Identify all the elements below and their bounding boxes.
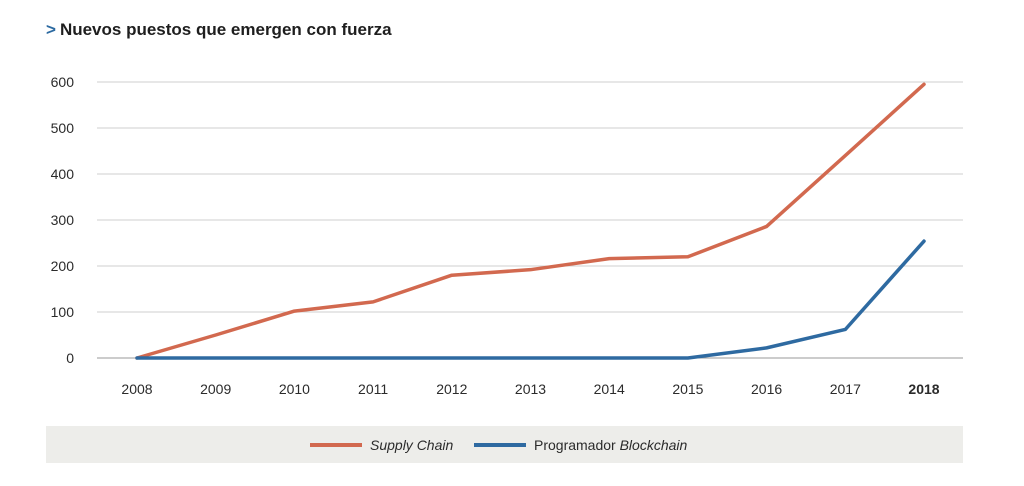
x-tick-label-2014: 2014 <box>594 381 625 397</box>
legend-label-blockchain-italic: Blockchain <box>619 436 688 453</box>
y-tick-label-100: 100 <box>51 304 75 320</box>
x-tick-label-2011: 2011 <box>358 381 388 397</box>
chart-title: > Nuevos puestos que emergen con fuerza <box>46 20 392 40</box>
x-tick-label-2008: 2008 <box>121 381 152 397</box>
y-tick-label-400: 400 <box>51 166 75 182</box>
x-tick-label-2018: 2018 <box>908 381 939 397</box>
y-tick-label-500: 500 <box>51 120 75 136</box>
legend-item-blockchain: Programador Blockchain <box>474 426 687 463</box>
x-tick-label-2010: 2010 <box>279 381 310 397</box>
y-tick-label-0: 0 <box>66 350 74 366</box>
y-axis-ticks: 0 100 200 300 400 500 600 <box>51 74 75 366</box>
legend-item-supply-chain: Supply Chain <box>310 426 453 463</box>
y-tick-label-300: 300 <box>51 212 75 228</box>
y-tick-label-600: 600 <box>51 74 75 90</box>
x-tick-label-2013: 2013 <box>515 381 546 397</box>
x-axis-ticks: 2008 2009 2010 2011 2012 2013 2014 2015 2016 2017… <box>121 381 939 397</box>
chevron-right-icon: > <box>46 20 56 39</box>
grid-lines <box>97 81 963 359</box>
legend-swatch-blockchain <box>474 442 526 447</box>
x-tick-label-2017: 2017 <box>830 381 861 397</box>
legend-swatch-supply-chain <box>310 442 362 447</box>
chart-title-text: Nuevos puestos que emergen con fuerza <box>59 20 392 39</box>
legend-label-supply-chain: Supply Chain <box>370 436 454 453</box>
x-tick-label-2012: 2012 <box>436 381 467 397</box>
series-lines <box>135 82 926 360</box>
legend-label-blockchain-prefix: Programador <box>534 436 620 453</box>
y-tick-label-200: 200 <box>51 258 75 274</box>
series-line-blockchain <box>135 239 926 360</box>
x-tick-label-2015: 2015 <box>672 381 703 397</box>
series-line-supply-chain <box>135 82 926 360</box>
legend: Supply Chain Programador Blockchain <box>46 426 963 463</box>
x-tick-label-2009: 2009 <box>200 381 231 397</box>
x-tick-label-2016: 2016 <box>751 381 782 397</box>
